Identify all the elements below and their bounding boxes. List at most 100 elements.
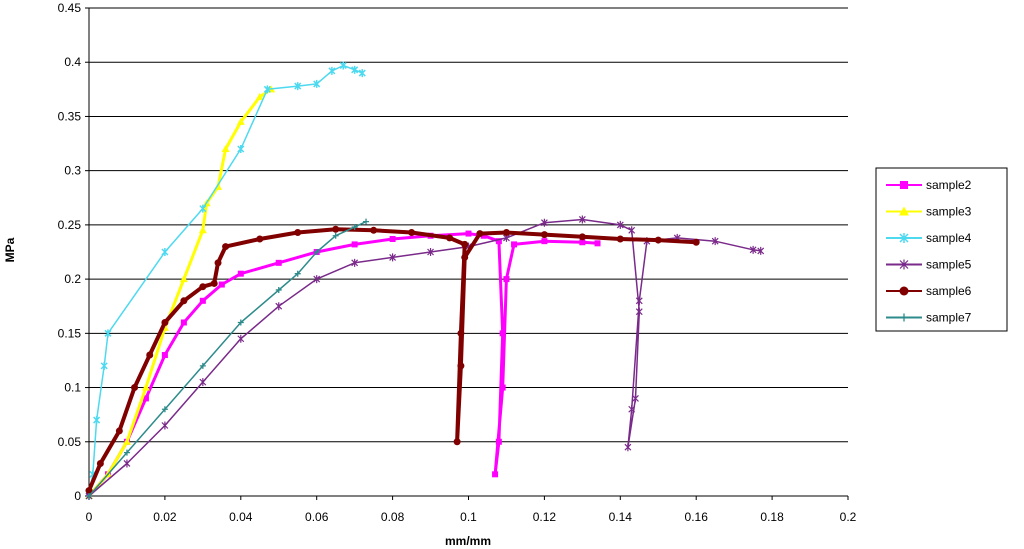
data-point xyxy=(294,270,301,277)
data-point xyxy=(237,270,244,277)
series-layer xyxy=(85,61,765,500)
data-point xyxy=(85,487,93,495)
data-point xyxy=(221,144,230,152)
data-point xyxy=(256,235,264,243)
data-point xyxy=(199,378,207,387)
data-point xyxy=(578,233,586,241)
x-tick-label: 0.16 xyxy=(685,510,709,524)
legend-entry-sample4: sample4 xyxy=(886,231,972,245)
data-point xyxy=(313,275,321,284)
data-point xyxy=(180,297,188,305)
data-point xyxy=(161,421,169,430)
data-point xyxy=(579,239,586,246)
data-point xyxy=(351,241,358,248)
data-point xyxy=(328,66,336,75)
data-point xyxy=(461,240,469,248)
data-point xyxy=(161,352,168,359)
data-point xyxy=(146,351,154,359)
data-point xyxy=(161,318,169,326)
data-point xyxy=(540,231,548,239)
data-point xyxy=(236,117,245,125)
data-point xyxy=(427,248,434,256)
data-point xyxy=(142,395,149,402)
y-tick-label: 0.15 xyxy=(58,326,82,340)
y-tick-label: 0.35 xyxy=(58,109,82,123)
data-point xyxy=(351,258,359,267)
x-tick-label: 0.2 xyxy=(840,510,857,524)
x-tick-label: 0.18 xyxy=(760,510,784,524)
series-sample7 xyxy=(86,218,370,499)
series-line xyxy=(87,232,598,497)
grid-lines xyxy=(85,7,848,497)
data-point xyxy=(122,437,131,445)
y-tick-label: 0.4 xyxy=(64,55,81,69)
data-point xyxy=(294,82,302,91)
data-point xyxy=(711,237,719,246)
data-point xyxy=(141,383,150,391)
data-point xyxy=(115,427,123,435)
data-point xyxy=(502,228,510,236)
data-point xyxy=(457,329,465,337)
legend-marker xyxy=(899,286,909,296)
data-point xyxy=(540,218,548,227)
data-point xyxy=(408,228,416,236)
data-point xyxy=(370,226,378,234)
data-point xyxy=(180,319,187,326)
y-tick-labels: 0 0.05 0.1 0.15 0.2 0.25 0.3 0.35 0.4 0.45 xyxy=(58,1,82,503)
data-point xyxy=(199,362,206,369)
x-tick-labels: 0 0.02 0.04 0.06 0.08 0.1 0.12 0.14 0.16 0.18 0.2 xyxy=(86,510,857,524)
x-axis-title: mm/mm xyxy=(445,534,491,548)
data-point xyxy=(692,238,700,246)
data-point xyxy=(628,226,636,235)
legend-box xyxy=(875,167,1008,332)
legend-marker xyxy=(899,233,909,243)
data-point xyxy=(363,218,370,225)
data-point xyxy=(339,61,347,70)
series-sample3 xyxy=(85,85,276,499)
x-tick-label: 0.06 xyxy=(305,510,329,524)
data-point xyxy=(218,281,225,288)
legend-entry-sample6: sample6 xyxy=(886,284,972,298)
data-point xyxy=(632,394,639,403)
legend-entry-sample2: sample2 xyxy=(886,178,972,192)
data-point xyxy=(389,253,397,262)
y-tick-label: 0.3 xyxy=(64,164,81,178)
series-line xyxy=(87,227,697,492)
legend-label: sample7 xyxy=(926,311,972,325)
data-point xyxy=(541,238,548,245)
legend-marker xyxy=(899,206,909,216)
data-point xyxy=(313,79,321,88)
data-point xyxy=(263,85,271,94)
legend-marker xyxy=(900,181,908,189)
data-point xyxy=(332,232,339,239)
y-tick-label: 0.45 xyxy=(58,1,82,15)
x-tick-label: 0.02 xyxy=(153,510,177,524)
data-point xyxy=(465,230,472,237)
data-point xyxy=(578,215,586,224)
data-point xyxy=(635,296,643,305)
data-point xyxy=(457,362,465,370)
y-tick-label: 0.05 xyxy=(58,435,82,449)
legend-marker xyxy=(899,259,909,270)
data-point xyxy=(199,297,206,304)
legend-entry-sample5: sample5 xyxy=(886,258,972,272)
x-tick-label: 0.14 xyxy=(609,510,633,524)
data-point xyxy=(161,406,168,413)
data-point xyxy=(358,69,366,78)
y-tick-label: 0 xyxy=(74,489,81,503)
legend-label: sample2 xyxy=(926,178,972,192)
legend-entry-sample3: sample3 xyxy=(886,205,972,219)
data-point xyxy=(131,384,139,392)
y-tick-label: 0.1 xyxy=(64,381,81,395)
data-point xyxy=(480,232,487,239)
data-point xyxy=(123,449,130,456)
data-point xyxy=(275,259,282,266)
data-point xyxy=(179,275,188,283)
x-tick-label: 0.1 xyxy=(460,510,477,524)
data-point xyxy=(654,236,662,244)
series-line xyxy=(88,220,367,497)
y-axis-title: MPa xyxy=(3,237,17,262)
data-point xyxy=(237,334,245,343)
data-point xyxy=(198,226,207,234)
